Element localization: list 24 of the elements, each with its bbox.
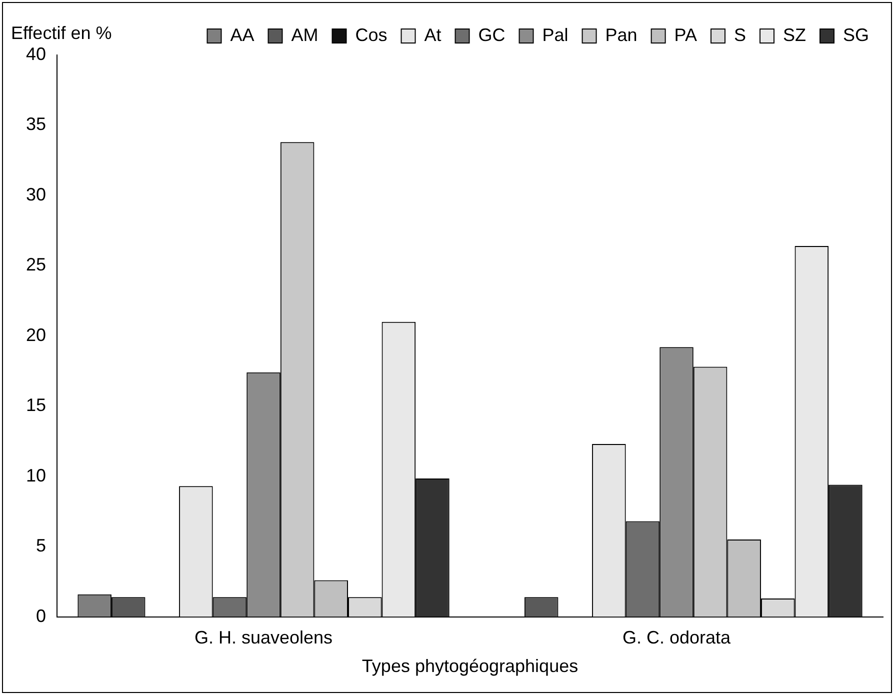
x-tick-label: G. H. suaveolens [194, 628, 333, 648]
legend-label: Pal [542, 24, 568, 45]
legend-label: S [734, 24, 746, 45]
legend-label: Cos [355, 24, 388, 45]
y-tick-label: 30 [26, 184, 46, 204]
x-axis-title: Types phytogéographiques [362, 656, 578, 676]
legend-label: AA [230, 24, 254, 45]
y-tick-label: 5 [36, 536, 46, 556]
legend-label: GC [478, 24, 506, 45]
y-tick-label: 0 [36, 606, 46, 626]
y-tick-label: 20 [26, 324, 46, 345]
x-tick-label: G. C. odorata [622, 628, 732, 648]
legend-label: SZ [782, 24, 806, 45]
y-tick-label: 15 [26, 395, 46, 416]
legend-label: At [424, 24, 442, 45]
y-tick-label: 10 [26, 465, 46, 486]
legend-label: Pan [605, 24, 638, 45]
y-axis-title: Effectif en % [11, 22, 112, 43]
legend-label: PA [674, 24, 697, 45]
y-tick-label: 40 [26, 44, 46, 64]
legend-label: AM [291, 24, 318, 45]
y-tick-label: 25 [26, 254, 46, 275]
y-tick-label: 35 [26, 114, 46, 134]
legend-label: SG [842, 24, 870, 45]
